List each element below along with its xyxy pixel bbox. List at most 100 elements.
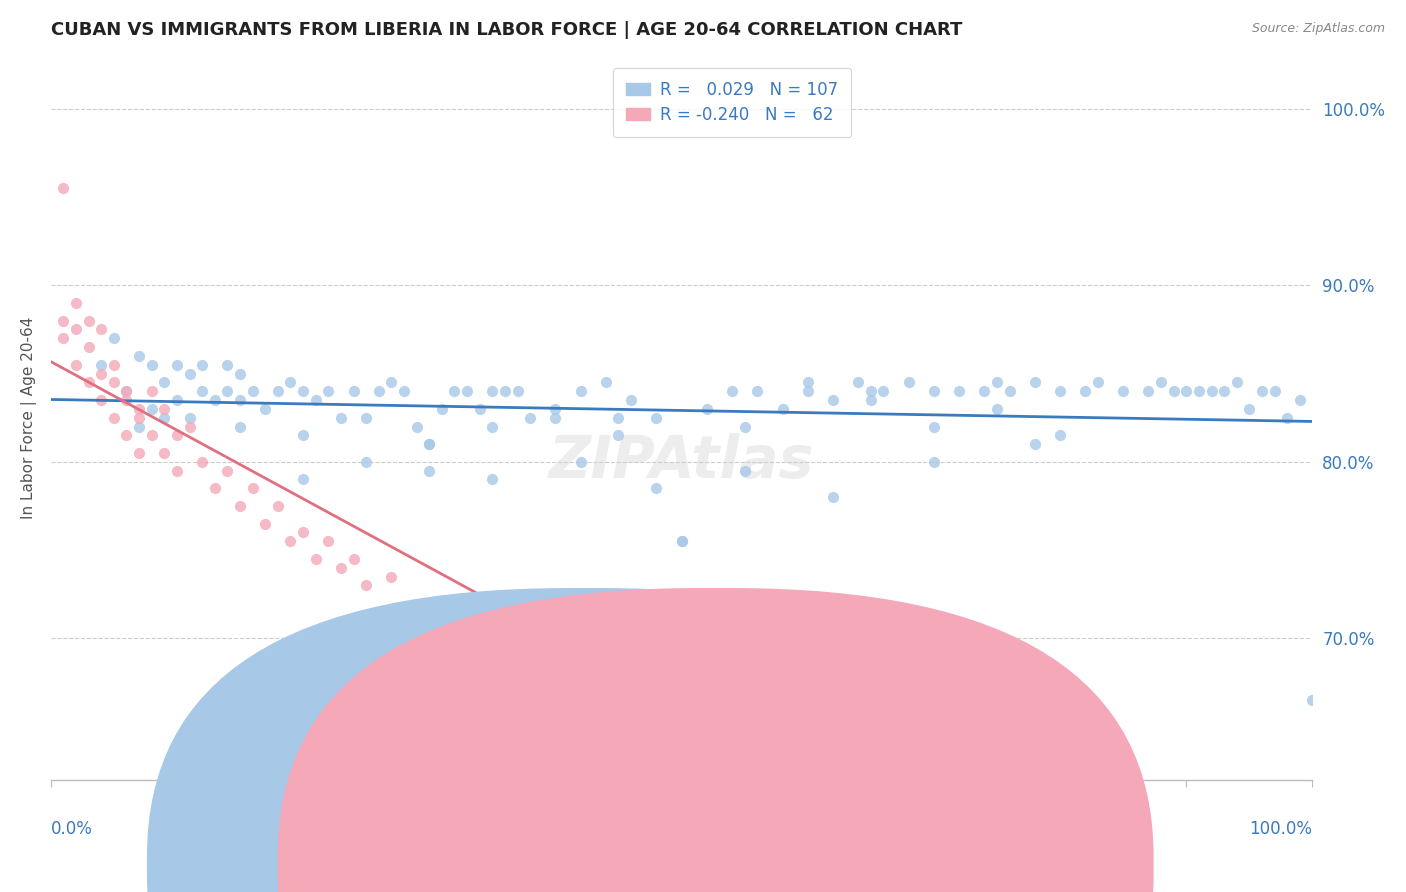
Point — [354, 578, 377, 592]
Point — [759, 746, 782, 760]
Point — [267, 499, 290, 513]
Point — [922, 826, 945, 840]
Point — [242, 384, 264, 399]
Point — [1024, 376, 1046, 390]
Point — [103, 376, 125, 390]
Point — [998, 384, 1021, 399]
Point — [922, 384, 945, 399]
Point — [90, 392, 112, 407]
Point — [696, 401, 718, 416]
Point — [229, 367, 252, 381]
Point — [153, 410, 176, 425]
Point — [367, 384, 389, 399]
Point — [191, 384, 214, 399]
Point — [721, 729, 744, 743]
Point — [671, 693, 693, 707]
Point — [1163, 384, 1185, 399]
Point — [354, 410, 377, 425]
Point — [166, 428, 188, 442]
Point — [1087, 376, 1109, 390]
Point — [1049, 428, 1071, 442]
Point — [141, 428, 163, 442]
Point — [280, 376, 302, 390]
Point — [418, 464, 440, 478]
Point — [77, 340, 100, 354]
Point — [734, 464, 756, 478]
Point — [671, 534, 693, 549]
Point — [128, 401, 150, 416]
Point — [859, 384, 882, 399]
Point — [217, 464, 239, 478]
Point — [342, 384, 364, 399]
Point — [280, 534, 302, 549]
Point — [468, 401, 491, 416]
Point — [141, 384, 163, 399]
Point — [217, 358, 239, 372]
Point — [430, 401, 453, 416]
Point — [443, 384, 465, 399]
Point — [179, 410, 201, 425]
Point — [544, 410, 567, 425]
Point — [1175, 384, 1198, 399]
Point — [153, 401, 176, 416]
Point — [191, 358, 214, 372]
Point — [846, 376, 869, 390]
Point — [380, 376, 402, 390]
Point — [595, 376, 617, 390]
Text: Source: ZipAtlas.com: Source: ZipAtlas.com — [1251, 22, 1385, 36]
Point — [569, 384, 592, 399]
Point — [1049, 882, 1071, 892]
Point — [65, 322, 87, 336]
Point — [1264, 384, 1286, 399]
Point — [292, 384, 315, 399]
Point — [986, 401, 1008, 416]
Point — [1137, 384, 1160, 399]
Point — [1150, 376, 1173, 390]
Point — [191, 455, 214, 469]
Point — [1049, 384, 1071, 399]
Point — [141, 358, 163, 372]
Point — [103, 358, 125, 372]
Point — [115, 384, 138, 399]
Point — [267, 384, 290, 399]
Text: CUBAN VS IMMIGRANTS FROM LIBERIA IN LABOR FORCE | AGE 20-64 CORRELATION CHART: CUBAN VS IMMIGRANTS FROM LIBERIA IN LABO… — [51, 21, 962, 39]
Point — [922, 419, 945, 434]
Point — [229, 419, 252, 434]
Point — [342, 552, 364, 566]
Point — [494, 384, 516, 399]
Point — [1112, 384, 1135, 399]
Point — [456, 596, 478, 610]
Point — [1239, 401, 1261, 416]
Point — [544, 640, 567, 655]
Point — [821, 392, 844, 407]
Point — [292, 428, 315, 442]
Point — [456, 384, 478, 399]
Point — [65, 296, 87, 310]
Point — [569, 455, 592, 469]
Text: 0.0%: 0.0% — [51, 820, 93, 838]
Point — [217, 384, 239, 399]
Point — [922, 455, 945, 469]
Point — [747, 384, 769, 399]
Point — [506, 384, 529, 399]
Point — [229, 499, 252, 513]
Point — [948, 384, 970, 399]
Point — [418, 605, 440, 619]
Point — [318, 534, 340, 549]
Point — [128, 419, 150, 434]
Point — [645, 410, 668, 425]
Point — [52, 331, 75, 345]
Point — [254, 516, 277, 531]
Point — [141, 401, 163, 416]
Text: Immigrants from Liberia: Immigrants from Liberia — [731, 855, 917, 870]
Point — [254, 401, 277, 416]
Point — [481, 473, 503, 487]
Point — [418, 437, 440, 451]
Text: Cubans: Cubans — [619, 855, 676, 870]
Point — [986, 376, 1008, 390]
Point — [166, 464, 188, 478]
Point — [797, 376, 820, 390]
Point — [103, 410, 125, 425]
Point — [1201, 384, 1223, 399]
Point — [90, 322, 112, 336]
